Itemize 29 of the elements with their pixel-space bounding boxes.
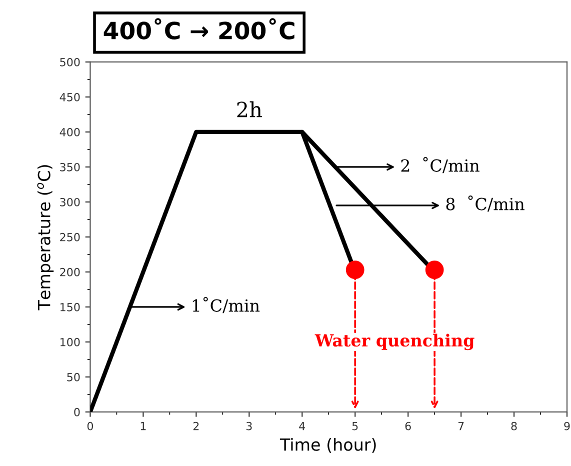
- x-tick-label: 5: [352, 422, 358, 430]
- annotation: 2 ˚C/min: [401, 156, 480, 174]
- y-tick-label: 350: [60, 162, 80, 172]
- x-tick-label: 9: [564, 422, 570, 430]
- x-tick-label: 2: [193, 422, 199, 430]
- x-tick-label: 7: [458, 422, 464, 430]
- annotation: 1˚C/min: [192, 296, 260, 314]
- annotation: Water quenching: [314, 334, 474, 350]
- y-tick-label: 450: [60, 92, 80, 102]
- annotation: 8 ˚C/min: [446, 195, 524, 212]
- y-tick-label: 50: [67, 372, 80, 382]
- y-tick-label: 300: [60, 198, 80, 206]
- x-tick-label: 6: [405, 422, 411, 430]
- annotation: 2h: [237, 101, 262, 118]
- y-tick-label: 0: [74, 408, 80, 416]
- y-tick-label: 100: [60, 338, 80, 346]
- y-tick-label: 400: [60, 128, 80, 136]
- y-tick-label: 150: [60, 302, 80, 312]
- y-tick-label: 500: [60, 58, 80, 66]
- x-axis-title: Time (hour): [280, 438, 376, 453]
- x-tick-label: 8: [511, 422, 517, 430]
- y-axis-title: Temperature ($^{o}$C): [37, 165, 54, 310]
- x-tick-label: 0: [87, 422, 94, 430]
- y-tick-label: 250: [60, 232, 80, 242]
- x-tick-label: 3: [246, 422, 252, 430]
- x-tick-label: 1: [140, 422, 146, 430]
- x-tick-label: 4: [299, 422, 306, 430]
- y-tick-label: 200: [60, 268, 80, 276]
- chart-title: 400˚C → 200˚C: [104, 18, 294, 40]
